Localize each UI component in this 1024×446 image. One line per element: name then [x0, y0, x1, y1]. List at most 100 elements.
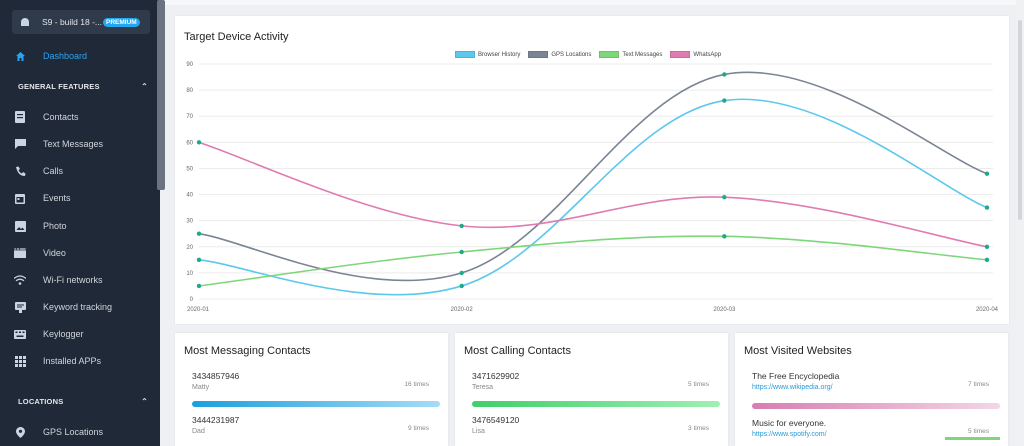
- x-tick-label: 2020-04: [976, 307, 999, 313]
- website-link[interactable]: https://www.spotify.com/: [752, 431, 827, 438]
- activity-chart-card: Target Device Activity Browser History G…: [175, 16, 1009, 324]
- sidebar-item-dashboard[interactable]: Dashboard: [0, 46, 157, 66]
- sidebar-item-wi-fi-networks[interactable]: Wi-Fi networks: [0, 270, 157, 290]
- data-point[interactable]: [196, 140, 202, 145]
- x-tick-label: 2020-02: [451, 307, 474, 313]
- list-item[interactable]: Music for everyone. https://www.spotify.…: [752, 418, 997, 438]
- sidebar-item-label: Events: [43, 193, 71, 203]
- y-tick-label: 80: [186, 88, 193, 94]
- data-point[interactable]: [722, 234, 727, 239]
- legend-swatch: [455, 51, 475, 58]
- contact-count: 9 times: [408, 425, 429, 432]
- legend-swatch: [670, 51, 691, 58]
- legend-swatch: [528, 51, 549, 58]
- series-line-text-messages[interactable]: [198, 235, 988, 287]
- contact-count: 16 times: [404, 381, 429, 388]
- list-item[interactable]: 3476549120 Lisa 3 times: [472, 415, 717, 435]
- scrollbar-thumb[interactable]: [1018, 20, 1022, 220]
- legend-swatch: [599, 51, 620, 58]
- chevron-up-icon: ⌃: [141, 82, 148, 91]
- progress-bar: [945, 437, 1000, 440]
- data-point[interactable]: [196, 257, 202, 263]
- list-item[interactable]: 3444231987 Dad 9 times: [192, 415, 437, 435]
- line-chart[interactable]: 0 10 20 30 40 50 60 70 80 90 2020-01 2020-02 2020-03…: [175, 16, 1009, 324]
- data-point[interactable]: [984, 257, 990, 263]
- contact-name: Dad: [192, 428, 205, 435]
- messaging-contacts-card: Most Messaging Contacts 3434857946 Matty…: [175, 333, 448, 446]
- data-point[interactable]: [459, 283, 464, 289]
- sidebar-item-keyword-tracking[interactable]: Keyword tracking: [0, 297, 157, 317]
- sidebar-scrollbar[interactable]: [157, 0, 165, 190]
- sidebar-item-video[interactable]: Video: [0, 243, 157, 263]
- data-point[interactable]: [722, 72, 727, 77]
- sidebar-item-label: Keylogger: [43, 329, 84, 339]
- data-point[interactable]: [722, 98, 727, 103]
- progress-bar: [472, 401, 720, 407]
- legend-item-text-messages[interactable]: Text Messages: [599, 51, 662, 58]
- card-title: Most Messaging Contacts: [184, 345, 311, 357]
- data-point[interactable]: [984, 171, 990, 176]
- sidebar-item-label: Calls: [43, 166, 64, 176]
- y-tick-label: 90: [186, 62, 193, 68]
- sidebar-item-label: Photo: [43, 221, 67, 231]
- sidebar-item-calls[interactable]: Calls: [0, 161, 157, 181]
- page-scrollbar[interactable]: [1016, 0, 1024, 446]
- data-point[interactable]: [459, 270, 464, 276]
- data-point[interactable]: [459, 249, 464, 255]
- calling-contacts-card: Most Calling Contacts 3471629902 Teresa …: [455, 333, 728, 446]
- sidebar-item-text-messages[interactable]: Text Messages: [0, 134, 157, 154]
- device-selector[interactable]: S9 - build 18 -... PREMIUM: [12, 10, 150, 34]
- sidebar-item-events[interactable]: Events: [0, 188, 157, 208]
- legend-label: Browser History: [478, 51, 521, 58]
- section-title: LOCATIONS: [18, 397, 64, 406]
- y-tick-label: 30: [186, 219, 193, 225]
- contact-count: 5 times: [688, 381, 709, 388]
- photo-icon: [13, 219, 27, 233]
- sidebar-item-label: Keyword tracking: [43, 302, 113, 312]
- legend-item-browser-history[interactable]: Browser History: [455, 51, 520, 58]
- series-line-browser-history[interactable]: [198, 98, 988, 296]
- legend-item-whatsapp[interactable]: WhatsApp: [670, 51, 721, 58]
- phone-icon: [13, 164, 27, 178]
- section-title: GENERAL FEATURES: [18, 82, 100, 91]
- sidebar-item-label: Installed APPs: [43, 356, 102, 366]
- series-line-whatsapp[interactable]: [198, 141, 988, 248]
- progress-bar: [752, 403, 1000, 409]
- legend-item-gps-locations[interactable]: GPS Locations: [528, 51, 591, 58]
- sidebar-item-installed-apps[interactable]: Installed APPs: [0, 351, 157, 371]
- y-tick-label: 10: [186, 271, 193, 277]
- device-label: S9 - build 18 -...: [42, 17, 103, 27]
- chart-title: Target Device Activity: [184, 31, 289, 43]
- y-tick-label: 20: [186, 245, 193, 251]
- section-general-features[interactable]: GENERAL FEATURES ⌃: [18, 82, 148, 91]
- y-tick-label: 70: [186, 114, 193, 120]
- data-point[interactable]: [984, 244, 990, 249]
- top-bar: [165, 0, 1024, 5]
- data-point[interactable]: [196, 283, 202, 289]
- y-tick-label: 60: [186, 140, 193, 146]
- sidebar-item-label: Dashboard: [43, 51, 88, 61]
- data-point[interactable]: [459, 223, 464, 229]
- sidebar: S9 - build 18 -... PREMIUM Dashboard GEN…: [0, 0, 160, 446]
- sidebar-item-photo[interactable]: Photo: [0, 216, 157, 236]
- data-point[interactable]: [984, 205, 990, 210]
- list-item[interactable]: The Free Encyclopedia https://www.wikipe…: [752, 371, 997, 391]
- visited-websites-card: Most Visited Websites The Free Encyclope…: [735, 333, 1008, 446]
- sidebar-item-label: Text Messages: [43, 139, 104, 149]
- data-point[interactable]: [196, 231, 202, 236]
- calendar-icon: [13, 191, 27, 205]
- card-title: Most Calling Contacts: [464, 345, 571, 357]
- apps-icon: [13, 354, 27, 368]
- website-link[interactable]: https://www.wikipedia.org/: [752, 384, 833, 391]
- sidebar-item-gps-locations[interactable]: GPS Locations: [0, 422, 157, 442]
- data-point[interactable]: [722, 194, 727, 200]
- list-item[interactable]: 3471629902 Teresa 5 times: [472, 371, 717, 391]
- sidebar-item-contacts[interactable]: Contacts: [0, 107, 157, 127]
- visit-count: 7 times: [968, 381, 989, 388]
- section-locations[interactable]: LOCATIONS ⌃: [18, 397, 148, 406]
- sidebar-item-keylogger[interactable]: Keylogger: [0, 324, 157, 344]
- contact-name: Lisa: [472, 428, 485, 435]
- keyword-icon: [13, 300, 27, 314]
- series-line-gps-locations[interactable]: [198, 71, 988, 282]
- list-item[interactable]: 3434857946 Matty 16 times: [192, 371, 437, 391]
